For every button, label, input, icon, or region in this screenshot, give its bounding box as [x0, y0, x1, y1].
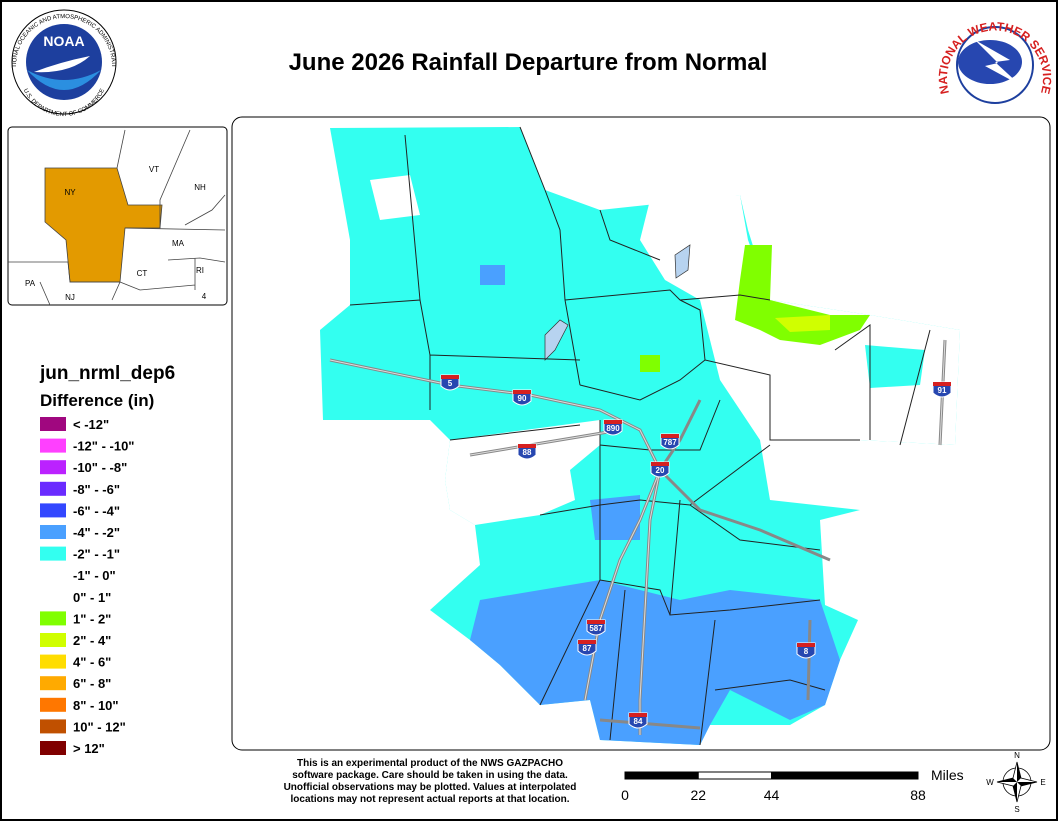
- shield-top: [629, 713, 647, 717]
- inset-label: PA: [25, 279, 36, 288]
- scale-tick-label: 44: [764, 787, 780, 803]
- legend-label: 10" - 12": [73, 719, 126, 734]
- legend-swatch: [40, 589, 66, 604]
- compass-s: S: [1014, 805, 1019, 814]
- legend-label: 4" - 6": [73, 655, 111, 670]
- shield-top: [513, 390, 531, 394]
- disclaimer: This is an experimental product of the N…: [284, 758, 577, 805]
- inset-label: VT: [149, 165, 159, 174]
- legend-label: -4" - -2": [73, 525, 120, 540]
- disclaimer-line: software package. Care should be taken i…: [292, 770, 568, 781]
- legend-title: jun_nrml_dep6: [39, 363, 175, 384]
- title: June 2026 Rainfall Departure from Normal: [289, 49, 768, 76]
- shield-label: 84: [634, 717, 643, 726]
- legend-label: > 12": [73, 741, 105, 756]
- inset-label: RI: [196, 266, 204, 275]
- legend-swatch: [40, 481, 66, 496]
- legend-label: -8" - -6": [73, 482, 120, 497]
- highway-shields: 5 90 890 88 787 20 587 87 84 91 8: [440, 374, 952, 729]
- legend-label: 6" - 8": [73, 676, 111, 691]
- legend-label: -6" - -4": [73, 503, 120, 518]
- legend-label: 0" - 1": [73, 590, 111, 605]
- legend-subtitle: Difference (in): [40, 391, 154, 410]
- compass-e: E: [1040, 778, 1045, 787]
- shield-top: [578, 640, 596, 644]
- legend-swatch: [40, 438, 66, 453]
- legend-label: -2" - -1": [73, 547, 120, 562]
- legend: jun_nrml_dep6 Difference (in) < -12" -12"…: [39, 363, 175, 756]
- shield-top: [518, 444, 536, 448]
- disclaimer-line: locations may not represent actual repor…: [291, 794, 570, 805]
- legend-swatch: [40, 611, 66, 626]
- scale-tick-label: 0: [621, 787, 629, 803]
- inset-label: NY: [64, 188, 76, 197]
- legend-swatch: [40, 633, 66, 647]
- main-map: [231, 116, 1051, 751]
- shield-label: 20: [656, 466, 665, 475]
- shield-label: 90: [518, 394, 527, 403]
- noaa-text: NOAA: [43, 33, 84, 49]
- legend-label: -1" - 0": [73, 568, 116, 583]
- disclaimer-line: This is an experimental product of the N…: [297, 758, 563, 769]
- scale-segment: [771, 771, 919, 780]
- shield-label: 787: [663, 438, 677, 447]
- disclaimer-line: Unofficial observations may be plotted. …: [284, 782, 577, 793]
- inset-label: 4: [202, 292, 207, 301]
- scale-tick-label: 88: [910, 787, 926, 803]
- shield-top: [661, 434, 679, 438]
- shield-label: 87: [583, 644, 592, 653]
- scale-tick-label: 22: [690, 787, 706, 803]
- legend-label: -12" - -10": [73, 439, 134, 454]
- inset-label: CT: [137, 269, 148, 278]
- legend-swatch: [40, 741, 66, 755]
- legend-label: -10" - -8": [73, 460, 127, 475]
- compass-w: W: [986, 778, 994, 787]
- inset-label: MA: [172, 239, 185, 248]
- legend-label: < -12": [73, 417, 109, 432]
- nws-logo: NATIONAL WEATHER SERVICE: [936, 13, 1054, 117]
- shield-label: 587: [589, 624, 603, 633]
- legend-swatch: [40, 525, 66, 539]
- shield-top: [587, 620, 605, 624]
- inset-label: NJ: [65, 293, 75, 302]
- scale-segment: [624, 771, 699, 780]
- inset-label: NH: [194, 183, 206, 192]
- legend-label: 1" - 2": [73, 611, 111, 626]
- legend-swatch: [40, 697, 66, 712]
- legend-swatch: [40, 676, 66, 691]
- legend-swatch: [40, 719, 66, 734]
- shield-top: [797, 643, 815, 647]
- scale-segment: [697, 771, 772, 780]
- scale-unit: Miles: [931, 767, 964, 783]
- shield-top: [441, 375, 459, 379]
- legend-label: 8" - 10": [73, 698, 119, 713]
- inset-map: NY VT NH MA CT RI PA NJ 4: [7, 126, 228, 306]
- legend-swatch: [40, 503, 66, 518]
- shield-label: 8: [804, 647, 809, 656]
- legend-swatch: [40, 460, 66, 475]
- shield-label: 88: [523, 448, 532, 457]
- legend-label: 2" - 4": [73, 633, 111, 648]
- shield-top: [604, 420, 622, 424]
- legend-swatch: [40, 654, 66, 669]
- shield-top: [933, 382, 951, 386]
- shield-label: 890: [606, 424, 620, 433]
- legend-swatch: [40, 546, 66, 561]
- legend-swatch: [40, 417, 66, 431]
- legend-swatch: [40, 568, 66, 583]
- shield-label: 91: [938, 386, 947, 395]
- scale-bar: Miles 0 22 44 88: [621, 767, 964, 803]
- shield-label: 5: [448, 379, 453, 388]
- compass-n: N: [1014, 751, 1020, 760]
- compass: N E S W: [986, 751, 1045, 814]
- shield-top: [651, 462, 669, 466]
